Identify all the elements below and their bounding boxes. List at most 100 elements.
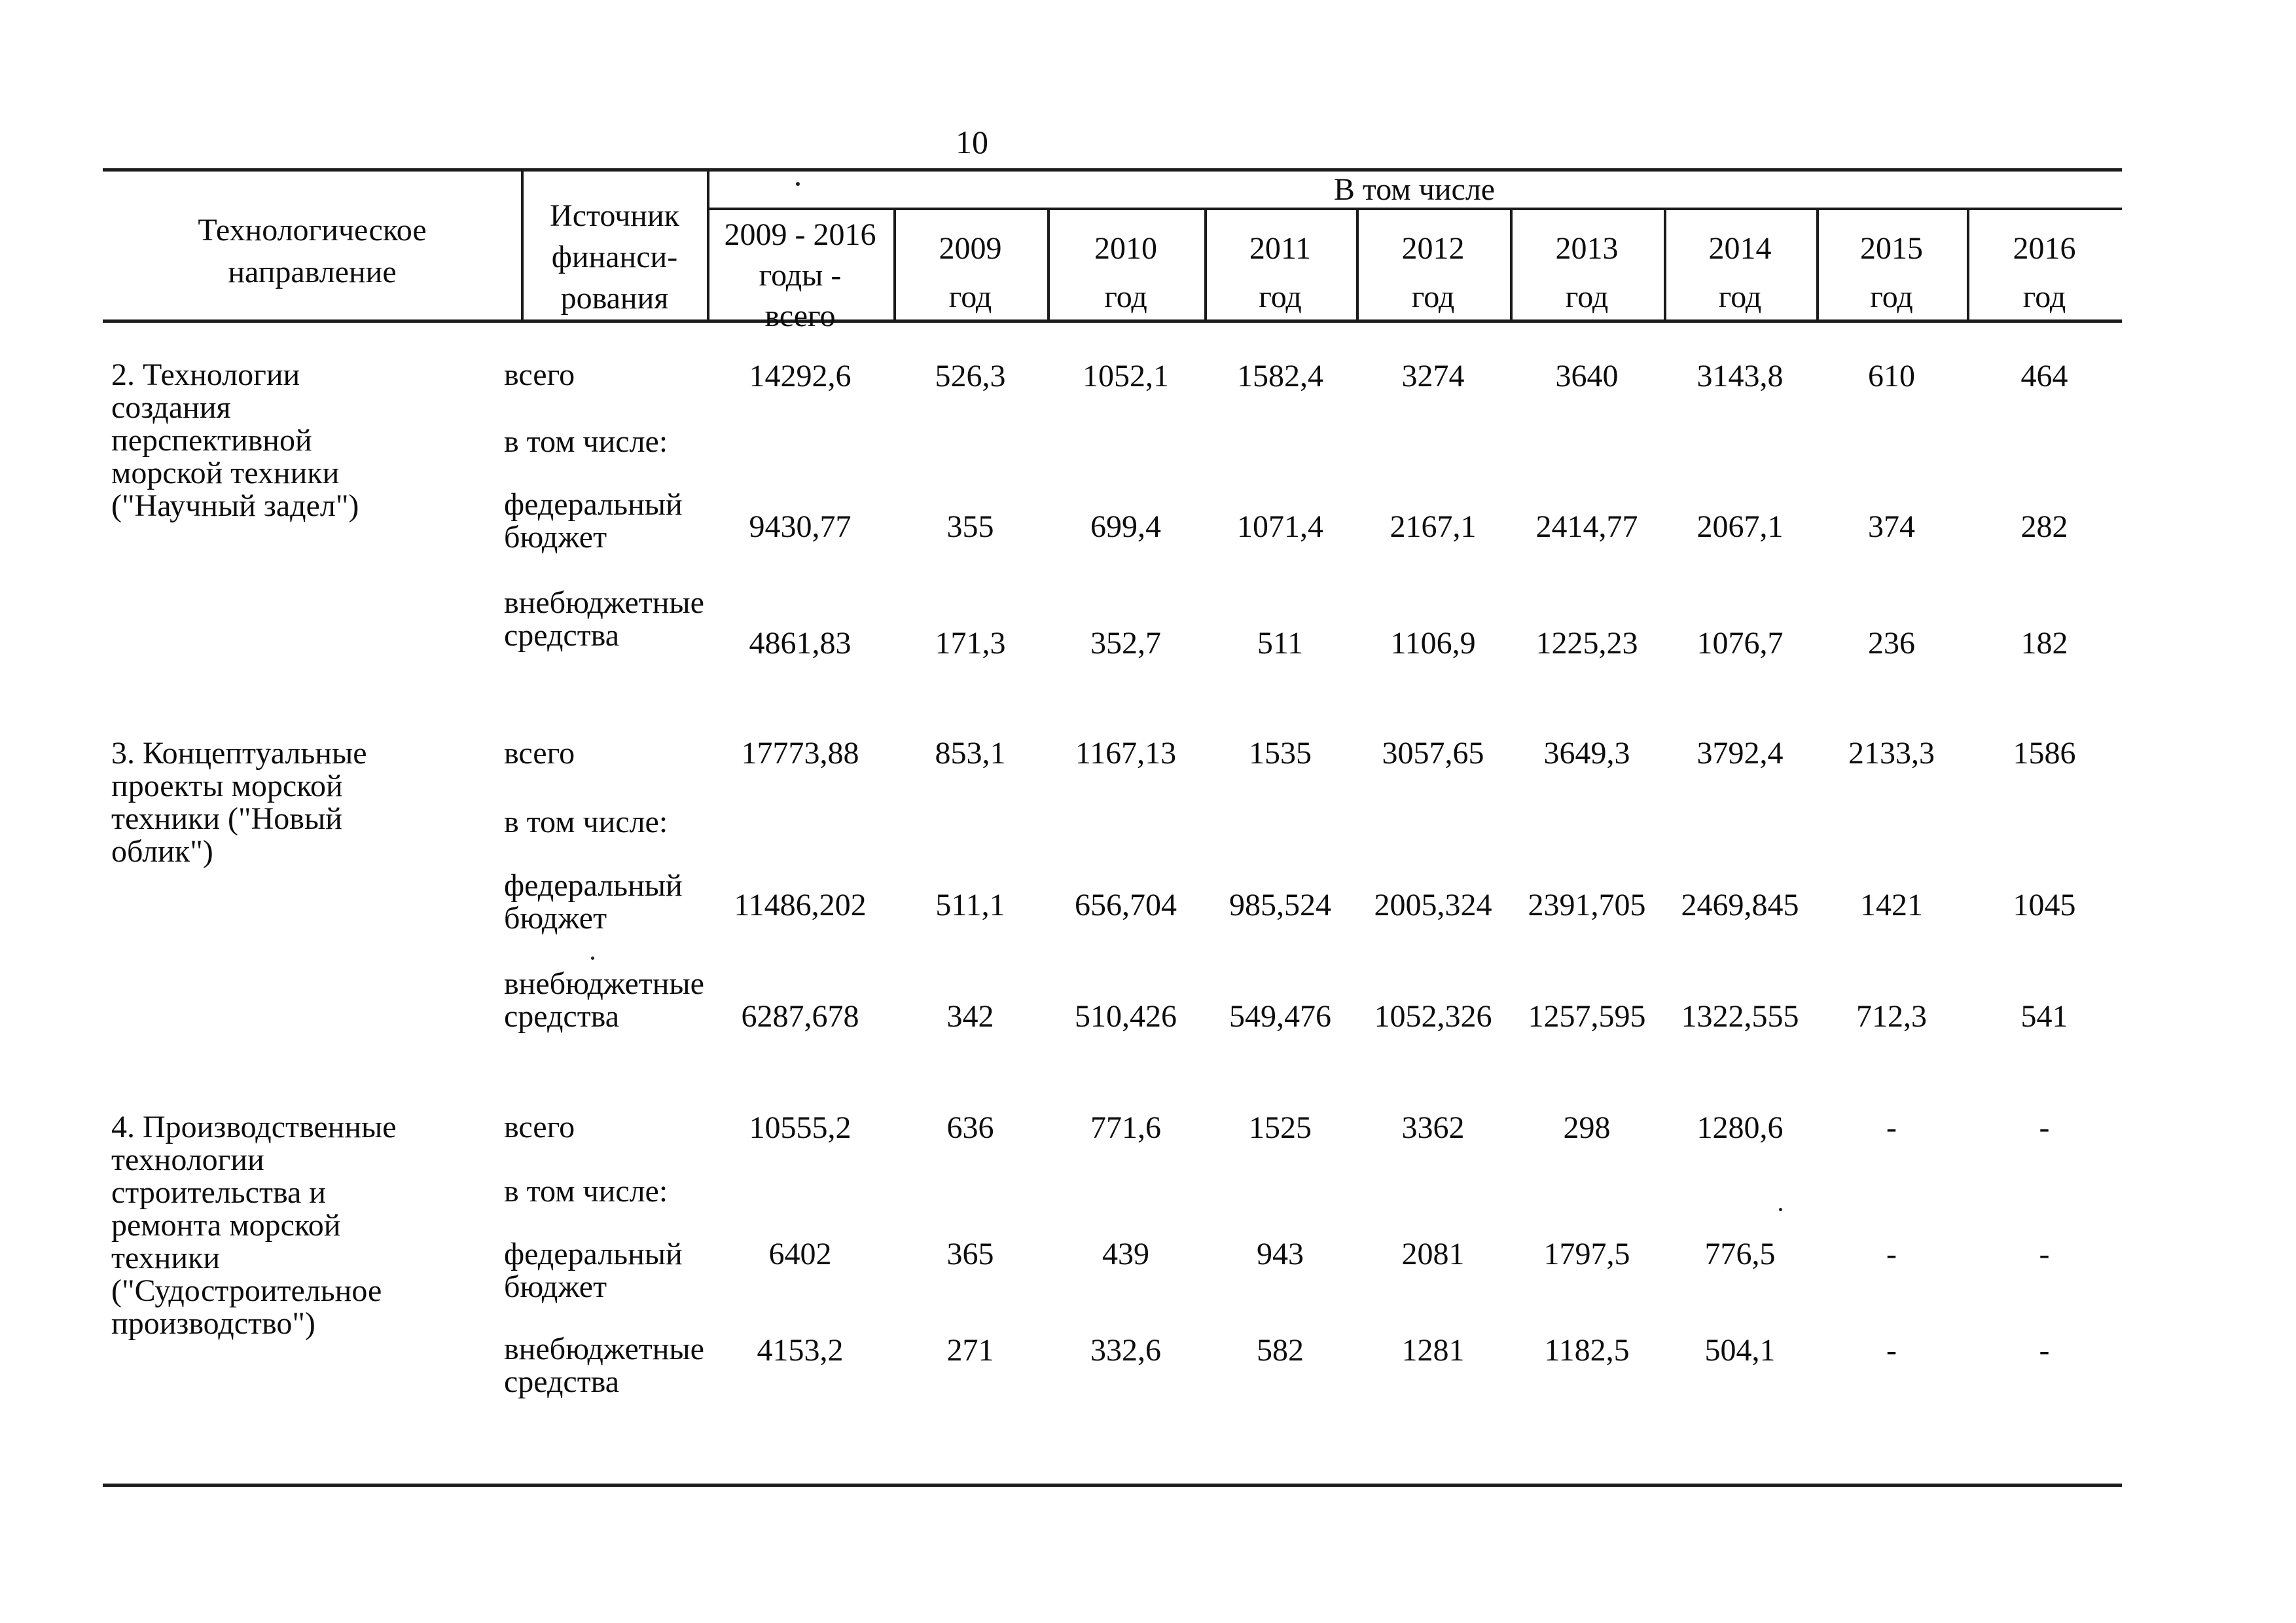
value-cell: 182 <box>2020 626 2068 661</box>
table-row-extrabudget: 4861,83 171,3 352,7 511 1106,9 1225,23 1… <box>0 627 2296 666</box>
year-word: год <box>948 280 992 314</box>
value-cell: 439 <box>1102 1237 1149 1271</box>
header-col-year-2010: 2010 год <box>1047 225 1204 321</box>
title-line: облик") <box>111 834 213 869</box>
row-label-federal-budget: федеральный бюджет <box>504 488 707 554</box>
year-word: год <box>2022 280 2066 314</box>
value-cell: 853,1 <box>935 736 1006 771</box>
title-line: строительства и <box>111 1175 326 1210</box>
value-cell: 1052,1 <box>1083 359 1169 393</box>
value-cell: 2133,3 <box>1848 736 1935 771</box>
label-line: бюджет <box>504 1269 607 1304</box>
value-cell: 2391,705 <box>1528 888 1646 922</box>
value-cell: 943 <box>1257 1237 1304 1271</box>
value-cell: 510,426 <box>1075 999 1177 1034</box>
year-number: 2016 <box>2013 231 2076 266</box>
header-col-year-2011: 2011 год <box>1204 225 1356 321</box>
value-cell: 2414,77 <box>1535 509 1638 544</box>
label-line: средства <box>504 1364 620 1399</box>
label-line: федеральный <box>504 487 683 522</box>
value-cell: 2067,1 <box>1696 509 1784 544</box>
value-cell: - <box>1886 1237 1897 1271</box>
value-cell: 10555,2 <box>749 1110 852 1145</box>
value-cell: 1182,5 <box>1544 1333 1630 1368</box>
value-cell: 4861,83 <box>749 626 852 661</box>
direction-title-2: 2. Технологии создания перспективной мор… <box>111 359 517 522</box>
value-cell: 1045 <box>2013 888 2076 922</box>
header-line: финанси- <box>551 240 678 274</box>
value-cell: 1535 <box>1249 736 1312 771</box>
year-number: 2009 <box>939 231 1002 266</box>
title-line: техники <box>111 1241 221 1275</box>
header-line: 2009 - 2016 <box>724 217 876 252</box>
value-cell: 1322,555 <box>1681 999 1799 1034</box>
col-divider-5 <box>1204 208 1207 322</box>
col-divider-1 <box>521 168 524 322</box>
row-label-total: всего <box>504 357 575 392</box>
header-line: Технологическое <box>198 213 427 247</box>
value-cell: 1071,4 <box>1237 509 1323 544</box>
year-word: год <box>1565 280 1609 314</box>
value-cell: 1586 <box>2013 736 2076 771</box>
value-cell: 298 <box>1563 1110 1611 1145</box>
title-line: 2. Технологии <box>111 357 300 392</box>
header-col-year-2016: 2016 год <box>1967 225 2122 321</box>
year-number: 2014 <box>1708 231 1772 266</box>
table-border-bottom <box>103 1484 2122 1487</box>
value-cell: 3057,65 <box>1382 736 1484 771</box>
row-label-federal-budget: федеральный бюджет <box>504 869 707 935</box>
label-line: бюджет <box>504 520 607 555</box>
value-cell: 1052,326 <box>1374 999 1492 1034</box>
value-cell: - <box>1886 1333 1897 1368</box>
header-col-funding-source: Источник финанси- рования <box>522 195 707 319</box>
value-cell: 3274 <box>1401 359 1465 393</box>
value-cell: 11486,202 <box>734 888 867 922</box>
value-cell: 6402 <box>768 1237 832 1271</box>
scan-artifact-dot <box>591 957 594 960</box>
value-cell: 526,3 <box>935 359 1006 393</box>
value-cell: 985,524 <box>1229 888 1331 922</box>
value-cell: 1421 <box>1860 888 1923 922</box>
direction-title-4: 4. Производственные технологии строитель… <box>111 1111 517 1340</box>
col-divider-8 <box>1664 208 1666 322</box>
header-line: рования <box>560 281 669 316</box>
value-cell: 352,7 <box>1090 626 1161 661</box>
header-line: направление <box>228 255 397 289</box>
value-cell: 511,1 <box>935 888 1005 922</box>
direction-title-3: 3. Концептуальные проекты морской техник… <box>111 737 517 868</box>
value-cell: 14292,6 <box>749 359 852 393</box>
value-cell: 2469,845 <box>1681 888 1799 922</box>
table-row-extrabudget: 6287,678 342 510,426 549,476 1052,326 12… <box>0 1000 2296 1040</box>
table-row-federal: 9430,77 355 699,4 1071,4 2167,1 2414,77 … <box>0 511 2296 550</box>
value-cell: 1225,23 <box>1535 626 1638 661</box>
year-number: 2012 <box>1401 231 1465 266</box>
table-row-total: 17773,88 853,1 1167,13 1535 3057,65 3649… <box>0 737 2296 776</box>
label-line: средства <box>504 618 620 653</box>
row-label-federal-budget: федеральный бюджет <box>504 1238 707 1304</box>
year-word: год <box>1870 280 1913 314</box>
title-line: ("Судостроительное <box>111 1273 382 1308</box>
header-col-year-2013: 2013 год <box>1510 225 1664 321</box>
value-cell: 332,6 <box>1090 1333 1161 1368</box>
table-row-extrabudget: 4153,2 271 332,6 582 1281 1182,5 504,1 -… <box>0 1334 2296 1374</box>
value-cell: 699,4 <box>1090 509 1161 544</box>
col-divider-10 <box>1967 208 1969 322</box>
header-col-year-2009: 2009 год <box>893 225 1047 321</box>
header-group-divider <box>707 208 2122 210</box>
header-col-direction: Технологическое направление <box>103 210 522 293</box>
title-line: ("Научный задел") <box>111 488 359 523</box>
value-cell: 2005,324 <box>1374 888 1492 922</box>
value-cell: 582 <box>1257 1333 1304 1368</box>
header-bottom-divider <box>103 319 2122 323</box>
value-cell: 511 <box>1257 626 1304 661</box>
col-divider-3 <box>893 208 896 322</box>
row-label-extrabudget: внебюджетные средства <box>504 587 707 652</box>
row-label-including: в том числе: <box>504 1174 668 1209</box>
label-line: федеральный <box>504 1237 683 1271</box>
value-cell: 17773,88 <box>741 736 859 771</box>
title-line: проекты морской <box>111 769 343 803</box>
value-cell: 1281 <box>1401 1333 1465 1368</box>
label-line: внебюджетные <box>504 585 704 620</box>
table-row-federal: 6402 365 439 943 2081 1797,5 776,5 - - <box>0 1238 2296 1277</box>
value-cell: 3640 <box>1555 359 1619 393</box>
